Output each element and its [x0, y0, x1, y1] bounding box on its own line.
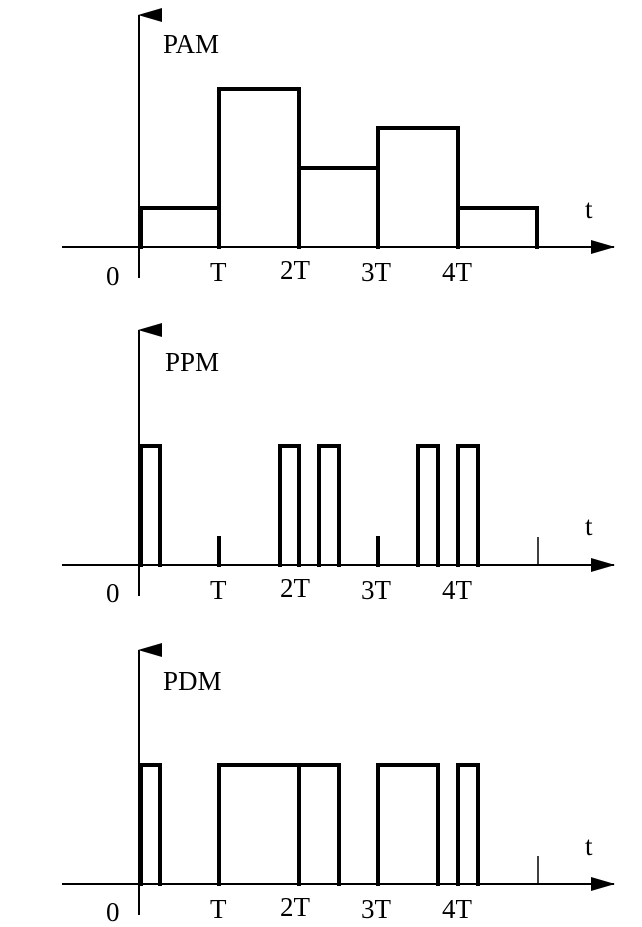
pdm-title: PDM	[163, 666, 222, 696]
ppm-title: PPM	[165, 347, 219, 377]
pam-panel: PAM t 0 T 2T 3T 4T	[62, 8, 615, 291]
pdm-tick-2T: 2T	[280, 892, 311, 922]
pam-origin-label: 0	[106, 261, 120, 291]
ppm-tick-2T: 2T	[280, 573, 311, 603]
pam-tick-T: T	[210, 257, 227, 287]
ppm-tick-T: T	[210, 575, 227, 605]
pdm-tick-T: T	[210, 894, 227, 924]
pdm-tick-4T: 4T	[442, 894, 473, 924]
pam-axis-label: t	[585, 194, 593, 224]
ppm-axis-label: t	[585, 511, 593, 541]
pdm-waveform	[139, 763, 480, 886]
ppm-panel: PPM t 0 T 2T 3T 4T	[62, 323, 615, 608]
pam-tick-4T: 4T	[442, 257, 473, 287]
pdm-panel: PDM t 0 T 2T 3T 4T	[62, 643, 615, 927]
pam-tick-2T: 2T	[280, 255, 311, 285]
pdm-axis-label: t	[585, 831, 593, 861]
ppm-origin-label: 0	[106, 578, 120, 608]
pam-tick-3T: 3T	[361, 257, 392, 287]
ppm-tick-3T: 3T	[361, 575, 392, 605]
ppm-tick-4T: 4T	[442, 575, 473, 605]
pam-waveform	[139, 87, 539, 249]
pam-title: PAM	[163, 29, 219, 59]
pdm-tick-3T: 3T	[361, 894, 392, 924]
ppm-waveform	[139, 444, 480, 567]
pdm-origin-label: 0	[106, 897, 120, 927]
